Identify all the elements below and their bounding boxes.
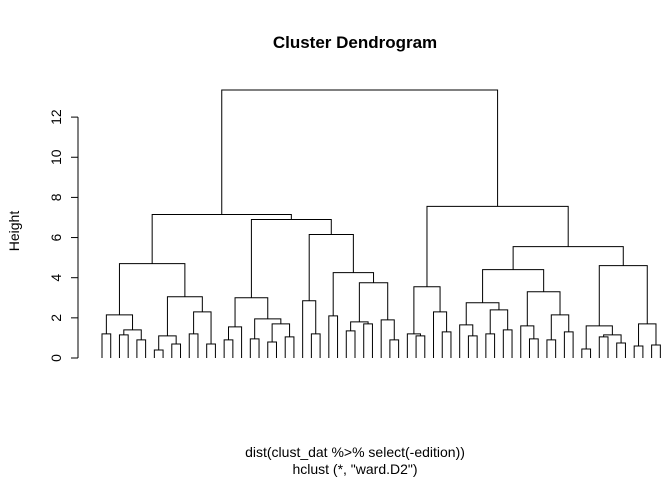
- dendrogram-link: [581, 348, 592, 358]
- y-tick-label: 12: [48, 109, 64, 125]
- dendrogram-link: [284, 336, 295, 358]
- dendrogram-link: [358, 282, 389, 322]
- dendrogram-link: [308, 234, 354, 301]
- dendrogram-link: [616, 342, 626, 358]
- dendrogram-link: [328, 315, 339, 358]
- dendrogram-link: [153, 349, 164, 358]
- dendrogram-link: [193, 311, 212, 344]
- dendrogram-link: [651, 344, 661, 358]
- dendrogram-link: [502, 329, 513, 358]
- dendrogram-link: [546, 339, 557, 358]
- y-tick-label: 0: [48, 354, 64, 362]
- y-tick-label: 4: [48, 274, 64, 282]
- dendrogram-link: [105, 314, 134, 334]
- dendrogram-link: [389, 339, 400, 358]
- dendrogram-link: [332, 272, 375, 316]
- dendrogram-link: [118, 263, 186, 315]
- dendrogram-link: [528, 338, 539, 358]
- x-axis-label-line-2: hclust (*, "ward.D2"): [292, 461, 417, 477]
- dendrogram-link: [254, 318, 282, 339]
- dendrogram-link: [638, 323, 657, 346]
- dendrogram-link: [433, 311, 448, 358]
- dendrogram-link: [223, 339, 234, 358]
- y-axis: 0 2 4 6 8 10 12: [48, 109, 79, 362]
- chart-title: Cluster Dendrogram: [273, 33, 437, 52]
- dendrogram-link: [118, 334, 129, 358]
- y-tick-label: 10: [48, 149, 64, 165]
- dendrogram-link: [221, 89, 499, 215]
- dendrogram-link: [520, 325, 535, 358]
- dendrogram-link: [166, 296, 203, 336]
- dendrogram-link: [363, 323, 373, 358]
- dendrogram-link: [302, 300, 317, 358]
- dendrogram-link: [350, 321, 369, 331]
- dendrogram-link: [158, 335, 177, 350]
- dendrogram-link: [136, 339, 147, 358]
- dendrogram-link: [633, 345, 644, 358]
- y-axis-label: Height: [6, 211, 22, 252]
- dendrogram-link: [345, 330, 356, 358]
- dendrogram-link: [228, 326, 243, 358]
- dendrogram-link: [406, 333, 421, 358]
- dendrogram-link: [563, 331, 574, 358]
- dendrogram-link: [598, 265, 648, 326]
- y-tick-label: 2: [48, 314, 64, 322]
- dendrogram-link: [550, 314, 570, 340]
- dendrogram-link: [415, 335, 426, 358]
- dendrogram-link: [413, 286, 441, 334]
- dendrogram-link: [250, 218, 332, 298]
- dendrogram-link: [271, 323, 291, 342]
- dendrogram-link: [526, 291, 561, 326]
- y-tick-label: 6: [48, 233, 64, 241]
- dendrogram-link: [512, 246, 624, 270]
- dendrogram-link: [101, 333, 112, 358]
- dendrogram-link: [598, 336, 609, 358]
- dendrogram-link: [171, 343, 182, 358]
- dendrogram-link: [380, 319, 395, 358]
- dendrogram-links: [101, 89, 661, 358]
- y-tick-label: 8: [48, 193, 64, 201]
- dendrogram-link: [267, 341, 277, 358]
- dendrogram-link: [465, 302, 500, 325]
- dendrogram-link: [441, 331, 452, 358]
- dendrogram-link: [249, 338, 260, 358]
- x-axis-label-line-1: dist(clust_dat %>% select(-edition)): [245, 444, 465, 460]
- dendrogram-link: [485, 333, 496, 358]
- dendrogram-link: [482, 269, 545, 303]
- dendrogram-link: [310, 333, 321, 358]
- dendrogram-link: [206, 343, 216, 358]
- dendrogram-link: [467, 335, 478, 358]
- dendrogram-link: [188, 333, 199, 358]
- dendrogram-link: [459, 324, 474, 358]
- dendrogram-link: [151, 213, 292, 264]
- dendrogram-link: [234, 297, 269, 327]
- dendrogram-link: [603, 334, 622, 343]
